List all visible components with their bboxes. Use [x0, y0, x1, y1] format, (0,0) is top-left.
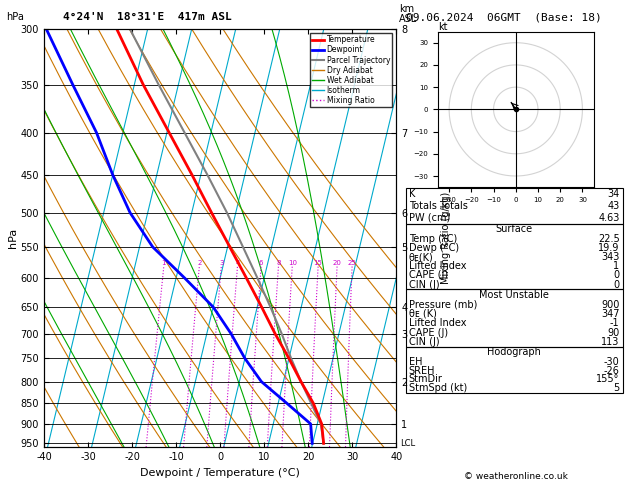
Text: 347: 347 — [601, 309, 620, 319]
Text: 34: 34 — [608, 189, 620, 199]
Text: θᴇ (K): θᴇ (K) — [409, 309, 437, 319]
Text: km
ASL: km ASL — [399, 4, 418, 24]
Text: 2: 2 — [197, 260, 201, 266]
Text: CIN (J): CIN (J) — [409, 279, 440, 290]
Text: Lifted Index: Lifted Index — [409, 261, 466, 271]
Text: 5: 5 — [613, 383, 620, 393]
Text: 20: 20 — [333, 260, 342, 266]
Text: 1: 1 — [613, 261, 620, 271]
Text: kt: kt — [438, 21, 447, 32]
Text: 4.63: 4.63 — [598, 213, 620, 223]
Text: 900: 900 — [601, 299, 620, 310]
Text: 43: 43 — [608, 201, 620, 211]
Text: 09.06.2024  06GMT  (Base: 18): 09.06.2024 06GMT (Base: 18) — [406, 12, 601, 22]
Text: 3: 3 — [219, 260, 223, 266]
Text: 4: 4 — [235, 260, 240, 266]
Text: hPa: hPa — [6, 12, 24, 22]
Legend: Temperature, Dewpoint, Parcel Trajectory, Dry Adiabat, Wet Adiabat, Isotherm, Mi: Temperature, Dewpoint, Parcel Trajectory… — [310, 33, 392, 107]
Text: θᴇ(K): θᴇ(K) — [409, 252, 433, 262]
Text: 0: 0 — [613, 279, 620, 290]
Text: Temp (°C): Temp (°C) — [409, 234, 457, 244]
Y-axis label: hPa: hPa — [8, 228, 18, 248]
X-axis label: Dewpoint / Temperature (°C): Dewpoint / Temperature (°C) — [140, 468, 300, 478]
Text: EH: EH — [409, 357, 422, 366]
Text: Surface: Surface — [496, 224, 533, 234]
Text: Most Unstable: Most Unstable — [479, 290, 549, 299]
Text: SREH: SREH — [409, 365, 435, 376]
Text: 113: 113 — [601, 337, 620, 347]
Text: 0: 0 — [613, 270, 620, 280]
Text: 19.9: 19.9 — [598, 243, 620, 253]
Text: CAPE (J): CAPE (J) — [409, 270, 448, 280]
Text: 10: 10 — [287, 260, 297, 266]
Text: CIN (J): CIN (J) — [409, 337, 440, 347]
Text: Lifted Index: Lifted Index — [409, 318, 466, 328]
Text: 6: 6 — [259, 260, 264, 266]
Text: 22.5: 22.5 — [598, 234, 620, 244]
Text: 25: 25 — [348, 260, 357, 266]
Text: 15: 15 — [314, 260, 323, 266]
Text: 343: 343 — [601, 252, 620, 262]
Text: CAPE (J): CAPE (J) — [409, 328, 448, 337]
Text: 90: 90 — [608, 328, 620, 337]
Text: Totals Totals: Totals Totals — [409, 201, 468, 211]
Text: 1: 1 — [162, 260, 166, 266]
Text: Mixing Ratio (g/kg): Mixing Ratio (g/kg) — [440, 192, 450, 284]
Text: K: K — [409, 189, 415, 199]
Text: 8: 8 — [276, 260, 281, 266]
Text: -1: -1 — [610, 318, 620, 328]
Text: -26: -26 — [604, 365, 620, 376]
Text: StmDir: StmDir — [409, 374, 443, 384]
Text: Pressure (mb): Pressure (mb) — [409, 299, 477, 310]
Text: LCL: LCL — [400, 439, 415, 448]
Text: PW (cm): PW (cm) — [409, 213, 450, 223]
Text: Hodograph: Hodograph — [487, 347, 541, 357]
Text: Dewp (°C): Dewp (°C) — [409, 243, 459, 253]
Text: © weatheronline.co.uk: © weatheronline.co.uk — [464, 472, 568, 481]
Text: 4°24'N  18°31'E  417m ASL: 4°24'N 18°31'E 417m ASL — [63, 12, 231, 22]
Text: StmSpd (kt): StmSpd (kt) — [409, 383, 467, 393]
Text: 155°: 155° — [596, 374, 620, 384]
Text: -30: -30 — [604, 357, 620, 366]
